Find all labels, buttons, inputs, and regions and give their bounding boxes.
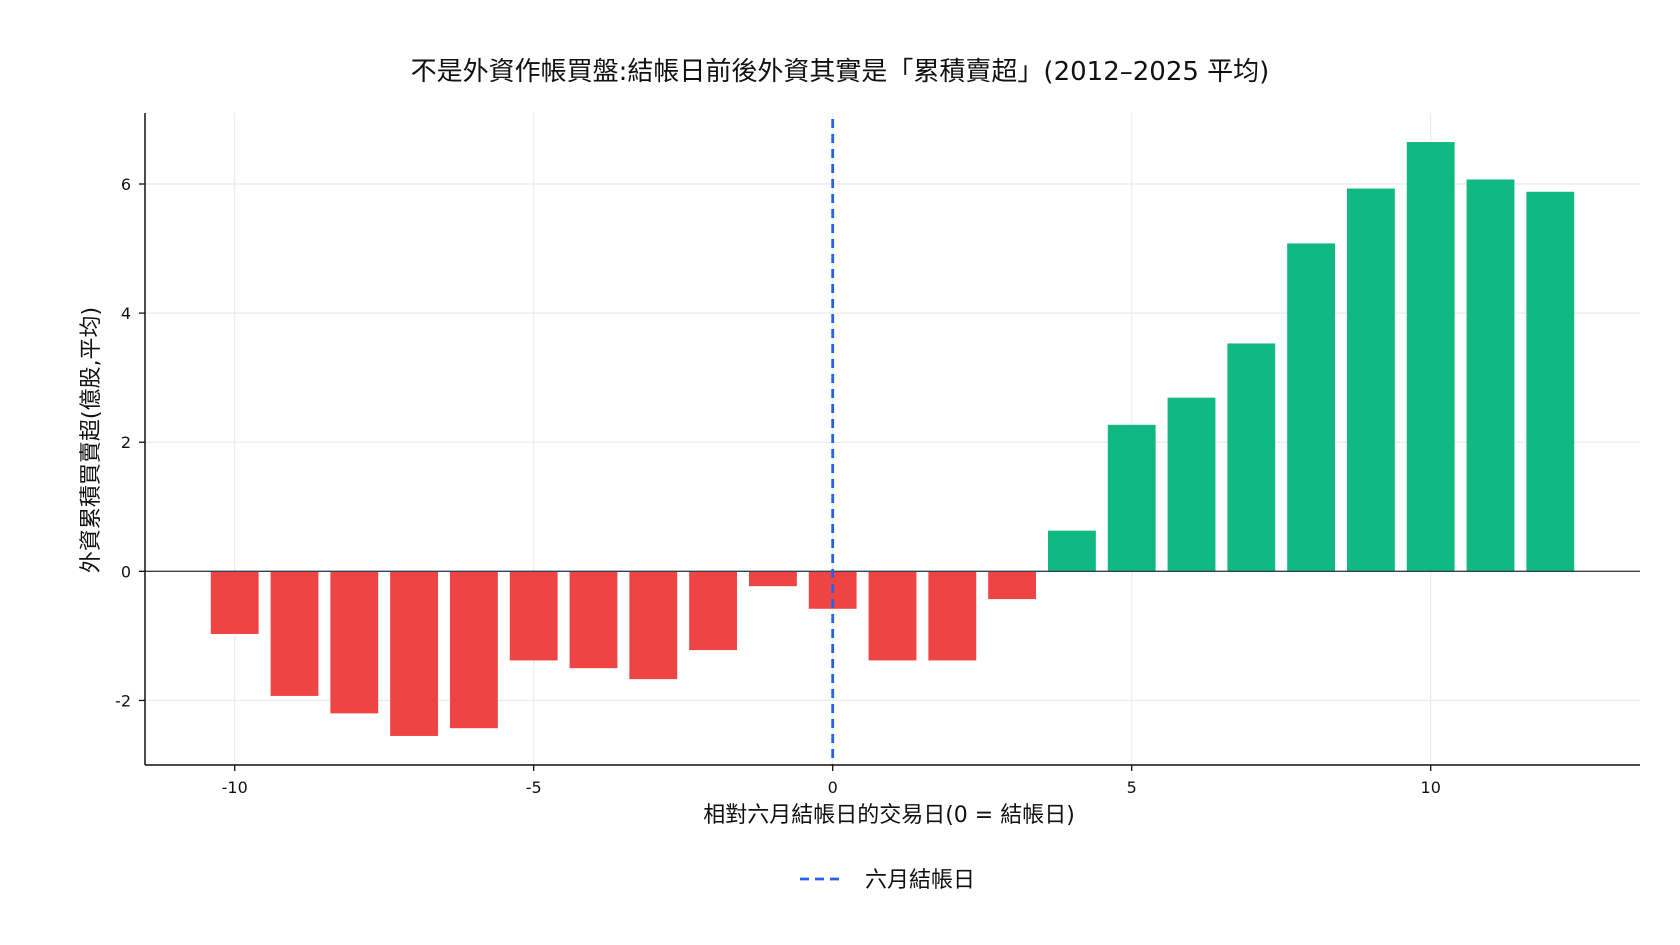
- bar: [748, 571, 797, 587]
- x-tick-label: 5: [1127, 778, 1137, 797]
- chart-title: 不是外資作帳買盤:結帳日前後外資其實是「累積賣超」(2012–2025 平均): [411, 57, 1270, 87]
- legend: 六月結帳日: [800, 868, 975, 893]
- x-tick-label: -10: [222, 778, 248, 797]
- y-axis-label: 外資累積買賣超(億股,平均): [79, 307, 104, 573]
- bar: [449, 571, 498, 729]
- y-tick-label: 0: [121, 562, 131, 581]
- bars-group: [210, 142, 1575, 736]
- bar: [509, 571, 558, 661]
- bar: [1346, 188, 1395, 572]
- y-ticks: -2 0 2 4 6: [115, 175, 145, 710]
- y-tick-label: 4: [121, 304, 131, 323]
- bar: [569, 571, 618, 669]
- bar: [390, 571, 439, 736]
- y-tick-label: -2: [115, 691, 131, 710]
- bar: [1107, 424, 1156, 572]
- bar: [270, 571, 319, 696]
- x-tick-label: 10: [1421, 778, 1441, 797]
- bar: [689, 571, 738, 651]
- x-ticks: -10 -5 0 5 10: [222, 765, 1441, 797]
- axes: [144, 113, 1640, 766]
- y-tick-label: 6: [121, 175, 131, 194]
- y-tick-label: 2: [121, 433, 131, 452]
- bar: [928, 571, 977, 661]
- bar: [1227, 343, 1276, 572]
- bar: [330, 571, 379, 714]
- x-tick-label: -5: [526, 778, 542, 797]
- bar: [629, 571, 678, 680]
- bar: [988, 571, 1037, 600]
- bar: [1466, 179, 1515, 572]
- bar: [1406, 142, 1455, 572]
- bar: [868, 571, 917, 661]
- bar: [1287, 243, 1336, 572]
- bar: [1167, 397, 1216, 572]
- legend-label: 六月結帳日: [865, 868, 975, 893]
- bar: [1526, 191, 1575, 572]
- bar: [210, 571, 259, 634]
- x-axis-label: 相對六月結帳日的交易日(0 = 結帳日): [703, 803, 1075, 828]
- bar: [1047, 530, 1096, 572]
- x-tick-label: 0: [828, 778, 838, 797]
